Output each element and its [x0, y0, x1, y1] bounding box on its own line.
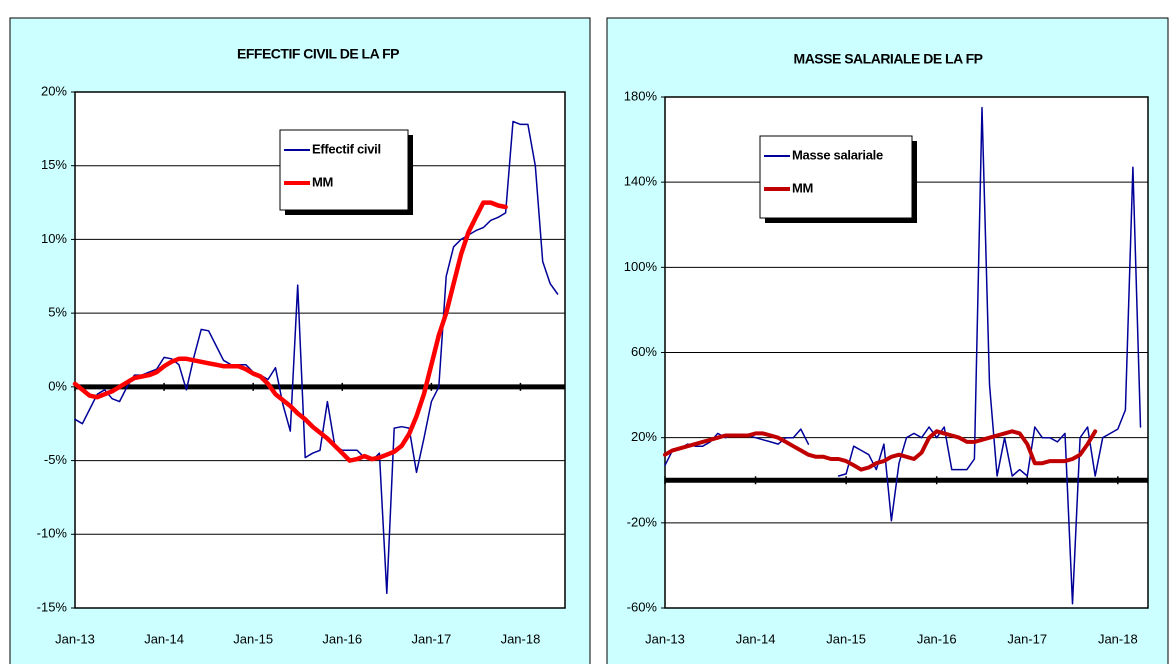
- y-tick-label: 0%: [48, 378, 67, 393]
- x-tick-label: Jan-13: [645, 631, 685, 646]
- y-tick-label: 15%: [41, 157, 67, 172]
- x-tick-label: Jan-16: [322, 631, 362, 646]
- y-tick-label: -10%: [37, 526, 68, 541]
- y-tick-label: -20%: [627, 514, 658, 529]
- y-tick-label: -15%: [37, 599, 68, 614]
- legend: [759, 135, 913, 219]
- y-tick-label: 100%: [624, 259, 658, 274]
- x-tick-label: Jan-14: [144, 631, 184, 646]
- series-line: [72, 200, 508, 463]
- chart-title: MASSE SALARIALE DE LA FP: [794, 51, 983, 67]
- legend-label: MM: [312, 174, 333, 189]
- series-line: [663, 429, 1098, 472]
- chart-title: EFFECTIF CIVIL DE LA FP: [237, 46, 399, 62]
- y-tick-label: 140%: [624, 174, 658, 189]
- x-tick-label: Jan-13: [55, 631, 95, 646]
- x-tick-label: Jan-16: [917, 631, 957, 646]
- legend-label: MM: [792, 180, 813, 195]
- y-tick-label: 180%: [624, 88, 658, 103]
- y-tick-label: 60%: [631, 344, 657, 359]
- y-tick-label: 20%: [631, 429, 657, 444]
- x-tick-label: Jan-18: [1098, 631, 1138, 646]
- legend-label: Masse salariale: [792, 147, 883, 162]
- legend-label: Effectif civil: [312, 141, 381, 156]
- y-tick-label: -5%: [44, 452, 68, 467]
- legend: [279, 129, 409, 211]
- x-tick-label: Jan-15: [233, 631, 273, 646]
- x-tick-label: Jan-15: [826, 631, 866, 646]
- x-tick-label: Jan-18: [501, 631, 541, 646]
- y-tick-label: -60%: [627, 599, 658, 614]
- x-tick-label: Jan-14: [736, 631, 776, 646]
- x-tick-label: Jan-17: [411, 631, 451, 646]
- series-line: [74, 120, 559, 595]
- y-tick-label: 10%: [41, 231, 67, 246]
- y-tick-label: 5%: [48, 305, 67, 320]
- y-tick-label: 20%: [41, 83, 67, 98]
- x-tick-label: Jan-17: [1007, 631, 1047, 646]
